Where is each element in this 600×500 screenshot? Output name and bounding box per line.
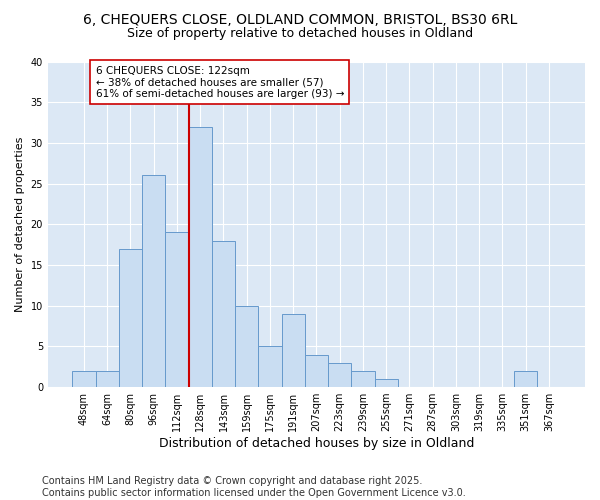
Bar (281, 314, 305, 387)
Bar (305, 354, 328, 387)
Bar (259, 346, 281, 387)
Y-axis label: Number of detached properties: Number of detached properties (15, 136, 25, 312)
X-axis label: Distribution of detached houses by size in Oldland: Distribution of detached houses by size … (159, 437, 474, 450)
Bar (142, 176, 166, 387)
Bar (514, 371, 538, 387)
Bar (73, 371, 95, 387)
Bar (166, 232, 188, 387)
Text: Contains HM Land Registry data © Crown copyright and database right 2025.
Contai: Contains HM Land Registry data © Crown c… (42, 476, 466, 498)
Bar (328, 362, 352, 387)
Bar (352, 371, 374, 387)
Text: 6 CHEQUERS CLOSE: 122sqm
← 38% of detached houses are smaller (57)
61% of semi-d: 6 CHEQUERS CLOSE: 122sqm ← 38% of detach… (95, 66, 344, 99)
Bar (212, 240, 235, 387)
Bar (374, 379, 398, 387)
Bar (188, 126, 212, 387)
Bar (235, 306, 259, 387)
Bar (119, 248, 142, 387)
Text: Size of property relative to detached houses in Oldland: Size of property relative to detached ho… (127, 26, 473, 40)
Bar (95, 371, 119, 387)
Text: 6, CHEQUERS CLOSE, OLDLAND COMMON, BRISTOL, BS30 6RL: 6, CHEQUERS CLOSE, OLDLAND COMMON, BRIST… (83, 12, 517, 26)
